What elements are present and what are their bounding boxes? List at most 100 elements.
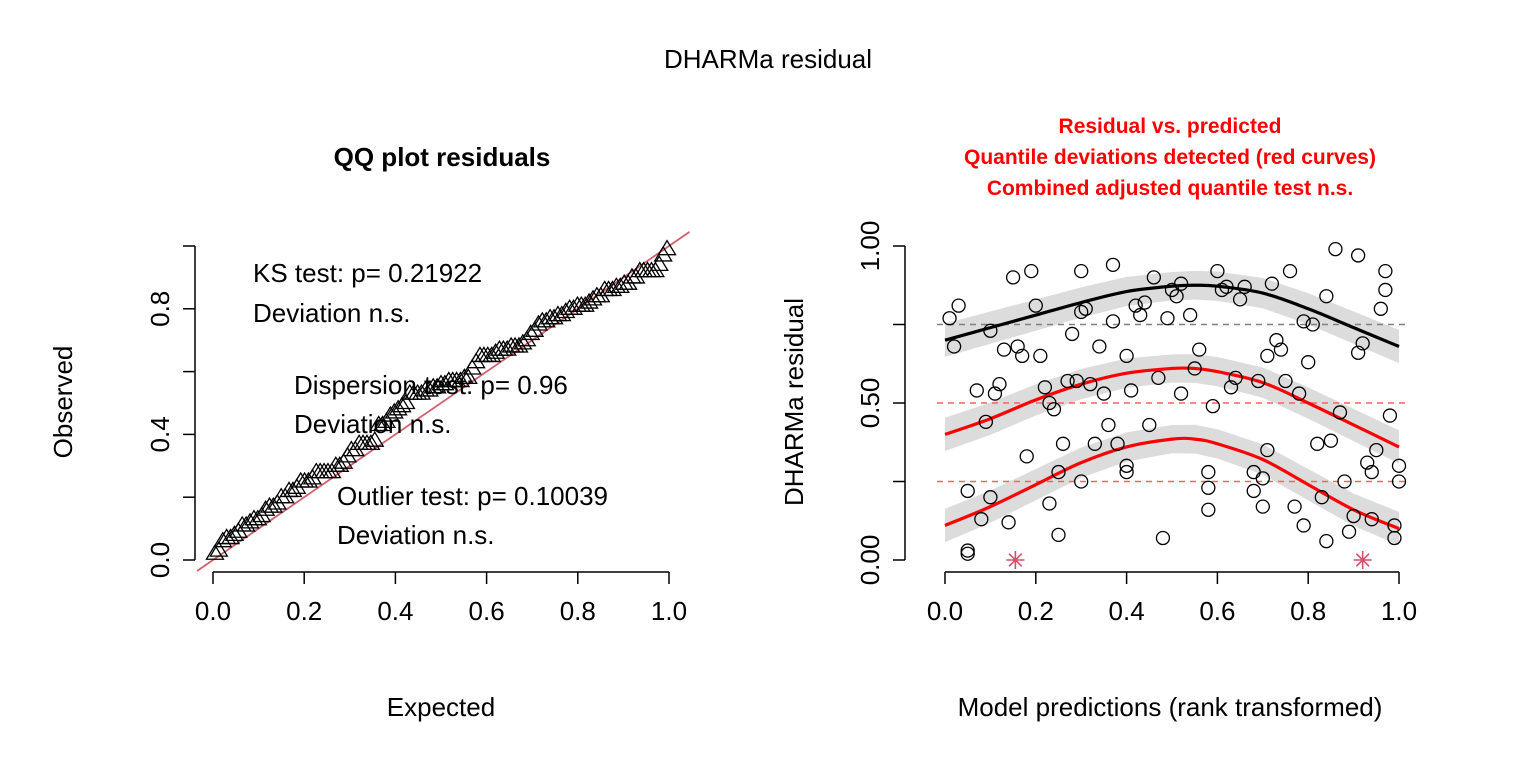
residual-point: [1192, 342, 1207, 357]
residual-point: [992, 377, 1007, 392]
qq-y-tick-label: 0.8: [145, 291, 175, 327]
outlier-star-stroke: [1355, 553, 1370, 567]
qq-point: [485, 343, 506, 359]
quantile-curves: [944, 283, 1400, 531]
residual-point: [1042, 496, 1057, 511]
qq-point: [365, 430, 385, 447]
residual-point: [1214, 282, 1230, 298]
residual-x-tick-label: 0.0: [927, 596, 963, 626]
residual-point: [978, 414, 994, 429]
residual-point: [960, 546, 975, 561]
residual-y-axis-label: DHARMa residual: [779, 298, 809, 506]
dispersion-deviation-label: Deviation n.s.: [294, 409, 452, 439]
qq-annotations: KS test: p= 0.21922 Deviation n.s. Dispe…: [253, 258, 608, 550]
residual-point: [1183, 307, 1198, 323]
residual-point: [1142, 417, 1157, 433]
residual-point: [1273, 342, 1289, 357]
residual-point: [983, 323, 998, 338]
residual-point: [1069, 373, 1084, 389]
quantile-reference-lines: [937, 323, 1407, 483]
qq-title: QQ plot residuals: [334, 142, 551, 172]
ks-test-label: KS test: p= 0.21922: [253, 258, 482, 288]
residual-point: [1269, 333, 1284, 348]
residual-point: [946, 339, 962, 354]
residual-point: [1019, 449, 1034, 464]
residual-point: [1001, 515, 1016, 530]
residual-point: [1101, 417, 1116, 433]
quantile-curve-0.25: [944, 436, 1400, 531]
residual-point: [1201, 480, 1216, 495]
residual-point: [1133, 307, 1148, 323]
qq-point: [575, 295, 595, 312]
residual-panel: Residual vs. predicted Quantile deviatio…: [779, 115, 1417, 722]
residual-point: [1119, 348, 1134, 364]
residual-point: [1287, 499, 1302, 514]
residual-point: [1260, 348, 1275, 364]
qq-point: [497, 339, 517, 356]
residual-point: [1015, 348, 1030, 364]
qq-x-axis-label: Expected: [387, 692, 495, 722]
outlier-markers: [1006, 551, 1372, 569]
qq-point: [330, 456, 350, 472]
residual-point: [1369, 442, 1384, 458]
residual-point: [1146, 270, 1161, 285]
quantile-curve-0.75: [944, 283, 1400, 348]
residual-point: [1387, 518, 1402, 533]
residual-point: [1364, 464, 1379, 480]
residual-y-tick-label: 0.00: [855, 535, 885, 586]
qq-point: [583, 289, 603, 306]
residual-y-tick-label: 0.50: [855, 378, 885, 429]
residual-point: [1046, 402, 1062, 417]
qq-point: [372, 415, 393, 432]
residual-point: [1255, 471, 1270, 486]
qq-point: [392, 396, 412, 413]
residual-point: [1160, 311, 1175, 326]
residual-point: [951, 298, 966, 313]
residual-point: [1255, 499, 1270, 514]
qq-point: [458, 368, 478, 385]
residual-title-line-3: Combined adjusted quantile test n.s.: [987, 177, 1353, 200]
residual-point: [1319, 289, 1334, 304]
qq-point: [435, 374, 455, 391]
residual-point: [1296, 518, 1311, 533]
qq-axes: 0.0 0.2 0.4 0.6 0.8 1.0 0.0 0.4 0.8: [145, 245, 687, 626]
residual-point: [996, 342, 1012, 357]
residual-point: [1151, 370, 1166, 386]
residual-point: [960, 483, 975, 499]
residual-point: [1232, 292, 1248, 307]
residual-point: [1119, 464, 1134, 480]
residual-x-tick-label: 0.6: [1199, 596, 1235, 626]
residual-point: [1173, 276, 1189, 291]
qq-point: [209, 540, 229, 557]
residual-point: [1092, 339, 1107, 354]
qq-point: [224, 525, 245, 542]
residual-point: [1378, 263, 1393, 279]
qq-point: [248, 509, 268, 526]
qq-x-tick-label: 1.0: [651, 596, 687, 626]
residual-point: [1337, 474, 1352, 489]
residual-point: [1373, 301, 1388, 316]
qq-x-tick-label: 0.2: [286, 596, 322, 626]
figure-title: DHARMa residual: [664, 44, 872, 74]
residual-point: [1346, 508, 1361, 524]
dispersion-test-label: Dispersion test: p= 0.96: [294, 370, 568, 400]
residual-point: [1360, 455, 1375, 470]
qq-point: [610, 277, 630, 293]
residual-point: [1260, 442, 1275, 458]
residual-x-tick-label: 0.4: [1109, 596, 1145, 626]
quantile-band: [945, 354, 1399, 464]
residual-point: [1037, 380, 1053, 395]
residual-x-tick-label: 0.2: [1018, 596, 1054, 626]
residual-point: [1332, 405, 1348, 420]
residual-point: [1128, 298, 1143, 313]
residual-point: [1291, 386, 1307, 401]
outlier-star: [1006, 551, 1025, 569]
residual-point: [1173, 386, 1189, 401]
outlier-star: [1353, 551, 1372, 569]
qq-point: [396, 393, 416, 410]
residual-point: [1110, 436, 1125, 451]
outlier-star-stroke: [1008, 553, 1023, 567]
residual-point: [1382, 408, 1398, 423]
residual-point: [1391, 474, 1407, 489]
